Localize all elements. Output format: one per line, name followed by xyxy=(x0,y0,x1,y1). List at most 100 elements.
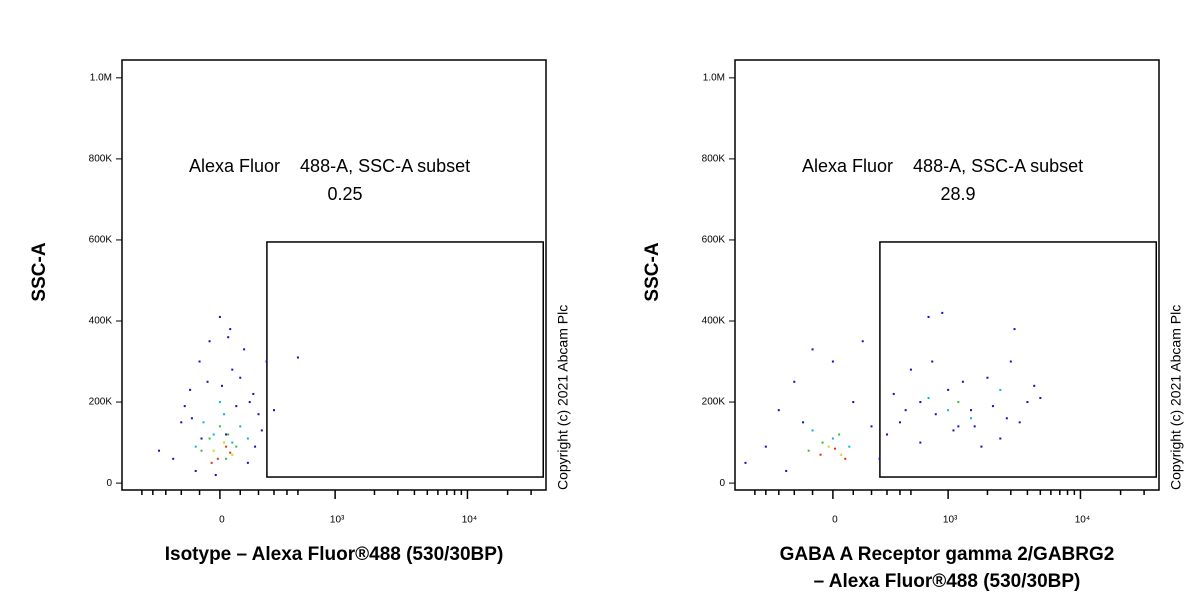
event-dot xyxy=(1005,417,1008,420)
event-dot xyxy=(807,449,810,452)
event-dot xyxy=(235,405,238,408)
plot-frame xyxy=(734,59,1160,491)
event-dot xyxy=(833,447,836,450)
event-dot xyxy=(183,405,186,408)
event-dot xyxy=(202,421,205,424)
event-dot xyxy=(231,453,234,456)
event-dot xyxy=(227,336,230,339)
event-dot xyxy=(190,417,193,420)
event-dot xyxy=(904,409,907,412)
event-dot xyxy=(785,469,788,472)
event-dot xyxy=(206,380,209,383)
event-dot xyxy=(970,409,973,412)
event-dot xyxy=(296,356,299,359)
y-axis-title: SSC-A xyxy=(29,242,50,301)
event-dot xyxy=(927,315,930,318)
event-dot xyxy=(878,457,881,460)
x-axis-title: – Alexa Fluor®488 (530/30BP) xyxy=(814,571,1081,592)
y-tick-label: 0 xyxy=(719,478,725,489)
event-dot xyxy=(957,425,960,428)
event-dot xyxy=(225,433,228,436)
event-dot xyxy=(246,437,249,440)
copyright: Copyright (c) 2021 Abcam Plc xyxy=(555,305,571,490)
gate xyxy=(879,241,1157,478)
event-dot xyxy=(961,380,964,383)
event-dot xyxy=(811,429,814,432)
event-dot xyxy=(802,421,805,424)
event-dot xyxy=(931,360,934,363)
event-dot xyxy=(239,376,242,379)
y-tick-label: 200K xyxy=(702,397,726,408)
event-dot xyxy=(265,360,268,363)
event-dot xyxy=(885,433,888,436)
event-dot xyxy=(947,388,950,391)
event-dot xyxy=(243,348,246,351)
event-dot xyxy=(235,445,238,448)
event-dot xyxy=(229,451,232,454)
event-dot xyxy=(831,437,834,440)
event-dot xyxy=(194,469,197,472)
event-dot xyxy=(189,388,192,391)
y-tick-label: 200K xyxy=(89,397,113,408)
event-dot xyxy=(934,413,937,416)
y-tick-label: 600K xyxy=(702,235,726,246)
event-dot xyxy=(180,421,183,424)
event-dot xyxy=(239,425,242,428)
y-tick-label: 400K xyxy=(702,316,726,327)
event-dot xyxy=(1026,401,1029,404)
plot-frame xyxy=(121,59,547,491)
copyright: Copyright (c) 2021 Abcam Plc xyxy=(1168,305,1184,490)
event-dot xyxy=(941,311,944,314)
event-dot xyxy=(225,445,228,448)
event-dot xyxy=(919,441,922,444)
event-dot xyxy=(272,409,275,412)
gate-value: 0.25 xyxy=(327,184,362,204)
gate xyxy=(266,241,544,478)
event-dot xyxy=(218,401,221,404)
event-dot xyxy=(172,457,175,460)
event-dot xyxy=(1009,360,1012,363)
x-tick-label: 0 xyxy=(832,515,838,526)
x-tick-label: 10³ xyxy=(330,515,345,526)
event-dot xyxy=(1039,397,1042,400)
event-dot xyxy=(208,340,211,343)
event-dot xyxy=(210,461,213,464)
event-dot xyxy=(999,388,1002,391)
x-tick-label: 10³ xyxy=(943,515,958,526)
event-dot xyxy=(777,409,780,412)
event-dot xyxy=(970,417,973,420)
event-dot xyxy=(764,445,767,448)
event-dot xyxy=(892,392,895,395)
event-dot xyxy=(848,445,851,448)
event-dot xyxy=(260,429,263,432)
event-dot xyxy=(919,401,922,404)
event-dot xyxy=(214,474,217,477)
event-dot xyxy=(254,445,257,448)
x-axis-title: Isotype – Alexa Fluor®488 (530/30BP) xyxy=(165,544,504,565)
event-dot xyxy=(212,433,215,436)
y-tick-label: 800K xyxy=(89,154,113,165)
event-dot xyxy=(1033,384,1036,387)
event-dot xyxy=(158,449,161,452)
event-dot xyxy=(744,461,747,464)
event-dot xyxy=(231,441,234,444)
event-dot xyxy=(909,368,912,371)
event-dot xyxy=(999,437,1002,440)
event-dot xyxy=(870,425,873,428)
y-tick-label: 600K xyxy=(89,235,113,246)
gate-annotation: Alexa Fluor 488-A, SSC-A subset xyxy=(802,156,1083,176)
event-dot xyxy=(811,348,814,351)
event-dot xyxy=(200,449,203,452)
event-dot xyxy=(957,401,960,404)
event-dot xyxy=(861,340,864,343)
y-tick-label: 1.0M xyxy=(90,72,112,83)
event-dot xyxy=(223,441,226,444)
y-tick-label: 0 xyxy=(106,478,112,489)
event-dot xyxy=(218,315,221,318)
x-tick-label: 0 xyxy=(219,515,225,526)
event-dot xyxy=(844,457,847,460)
event-dot xyxy=(821,441,824,444)
event-dot xyxy=(827,445,830,448)
event-dot xyxy=(198,360,201,363)
